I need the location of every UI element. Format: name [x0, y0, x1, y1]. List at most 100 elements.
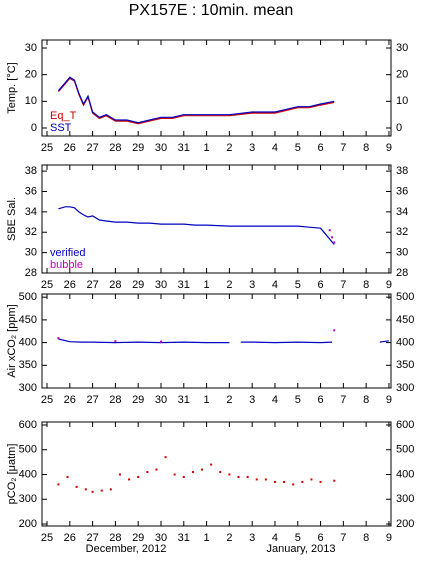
data-point: [91, 490, 94, 493]
x-tick-label: 4: [272, 142, 278, 154]
x-tick-label: 27: [86, 394, 98, 406]
x-tick-label: 6: [317, 279, 323, 291]
y-tick-label: 0: [31, 122, 37, 134]
y-tick-label: 10: [396, 95, 408, 107]
x-tick-label: 28: [109, 142, 121, 154]
x-tick-label: 1: [204, 532, 210, 544]
plot-frame: [41, 421, 392, 527]
legend-entry: SST: [50, 122, 72, 134]
y-tick-label: 38: [396, 165, 408, 177]
y-tick-label: 20: [25, 69, 37, 81]
y-tick-label: 350: [396, 359, 414, 371]
data-point: [159, 340, 162, 343]
chart-title: PX157E : 10min. mean: [129, 2, 294, 19]
data-point: [201, 468, 204, 471]
y-tick-label: 200: [19, 518, 37, 530]
x-tick-label: 7: [340, 279, 346, 291]
data-point: [137, 475, 140, 478]
x-tick-label: 1: [204, 394, 210, 406]
y-tick-label: 30: [396, 42, 408, 54]
data-line: [58, 338, 389, 344]
y-axis-label: Temp. [°C]: [6, 62, 18, 113]
x-tick-label: 3: [249, 532, 255, 544]
data-point: [75, 485, 78, 488]
y-axis-label: SBE Sal.: [6, 197, 18, 241]
y-tick-label: 300: [19, 493, 37, 505]
x-tick-label: 26: [64, 279, 76, 291]
data-point: [57, 483, 60, 486]
x-tick-label: 8: [363, 279, 369, 291]
x-tick-label: 27: [86, 142, 98, 154]
y-tick-label: 32: [25, 226, 37, 238]
x-tick-label: 3: [249, 394, 255, 406]
y-tick-label: 38: [25, 165, 37, 177]
x-tick-label: 4: [272, 394, 278, 406]
y-tick-label: 28: [25, 267, 37, 279]
month-label: January, 2013: [267, 543, 336, 555]
y-tick-label: 34: [25, 206, 37, 218]
x-tick-label: 9: [386, 279, 392, 291]
data-point: [333, 479, 336, 482]
x-tick-label: 31: [178, 394, 190, 406]
y-tick-label: 36: [396, 185, 408, 197]
data-point: [155, 468, 158, 471]
data-point: [328, 229, 331, 232]
x-tick-label: 30: [155, 279, 167, 291]
x-tick-label: 28: [109, 532, 121, 544]
x-tick-label: 27: [86, 532, 98, 544]
data-point: [191, 471, 194, 474]
y-tick-label: 400: [19, 468, 37, 480]
x-tick-label: 25: [41, 532, 53, 544]
data-point: [146, 471, 149, 474]
y-tick-label: 400: [19, 336, 37, 348]
data-point: [114, 340, 117, 343]
data-point: [182, 475, 185, 478]
data-line: [58, 206, 335, 245]
data-point: [118, 473, 121, 476]
x-tick-label: 26: [64, 532, 76, 544]
x-tick-label: 31: [178, 279, 190, 291]
x-tick-label: 6: [317, 532, 323, 544]
x-tick-label: 5: [295, 142, 301, 154]
y-tick-label: 500: [396, 444, 414, 456]
data-point: [219, 471, 222, 474]
y-tick-label: 300: [396, 382, 414, 394]
data-point: [292, 483, 295, 486]
legend-entry: Eq_T: [50, 110, 77, 122]
data-point: [100, 489, 103, 492]
x-tick-label: 2: [226, 142, 232, 154]
x-tick-label: 8: [363, 142, 369, 154]
data-point: [228, 473, 231, 476]
x-tick-label: 4: [272, 532, 278, 544]
data-point: [310, 478, 313, 481]
y-tick-label: 10: [25, 95, 37, 107]
x-tick-label: 29: [132, 394, 144, 406]
x-tick-label: 5: [295, 279, 301, 291]
x-tick-label: 3: [249, 279, 255, 291]
y-axis-label: pCO₂ [μatm]: [6, 444, 18, 505]
x-tick-label: 9: [386, 532, 392, 544]
y-tick-label: 20: [396, 69, 408, 81]
x-tick-label: 31: [178, 142, 190, 154]
data-point: [84, 488, 87, 491]
x-tick-label: 6: [317, 394, 323, 406]
y-tick-label: 0: [396, 122, 402, 134]
x-tick-label: 2: [226, 532, 232, 544]
y-tick-label: 34: [396, 206, 408, 218]
plot-frame: [41, 293, 392, 389]
y-tick-label: 30: [25, 42, 37, 54]
x-tick-label: 9: [386, 142, 392, 154]
x-tick-label: 27: [86, 279, 98, 291]
data-point: [173, 473, 176, 476]
y-tick-label: 350: [19, 359, 37, 371]
x-tick-label: 25: [41, 394, 53, 406]
data-point: [264, 478, 267, 481]
x-tick-label: 3: [249, 142, 255, 154]
x-tick-label: 4: [272, 279, 278, 291]
x-tick-label: 30: [155, 394, 167, 406]
y-axis-label: Air xCO₂ [ppm]: [6, 304, 18, 377]
data-point: [319, 480, 322, 483]
x-tick-label: 30: [155, 532, 167, 544]
y-tick-label: 500: [19, 444, 37, 456]
